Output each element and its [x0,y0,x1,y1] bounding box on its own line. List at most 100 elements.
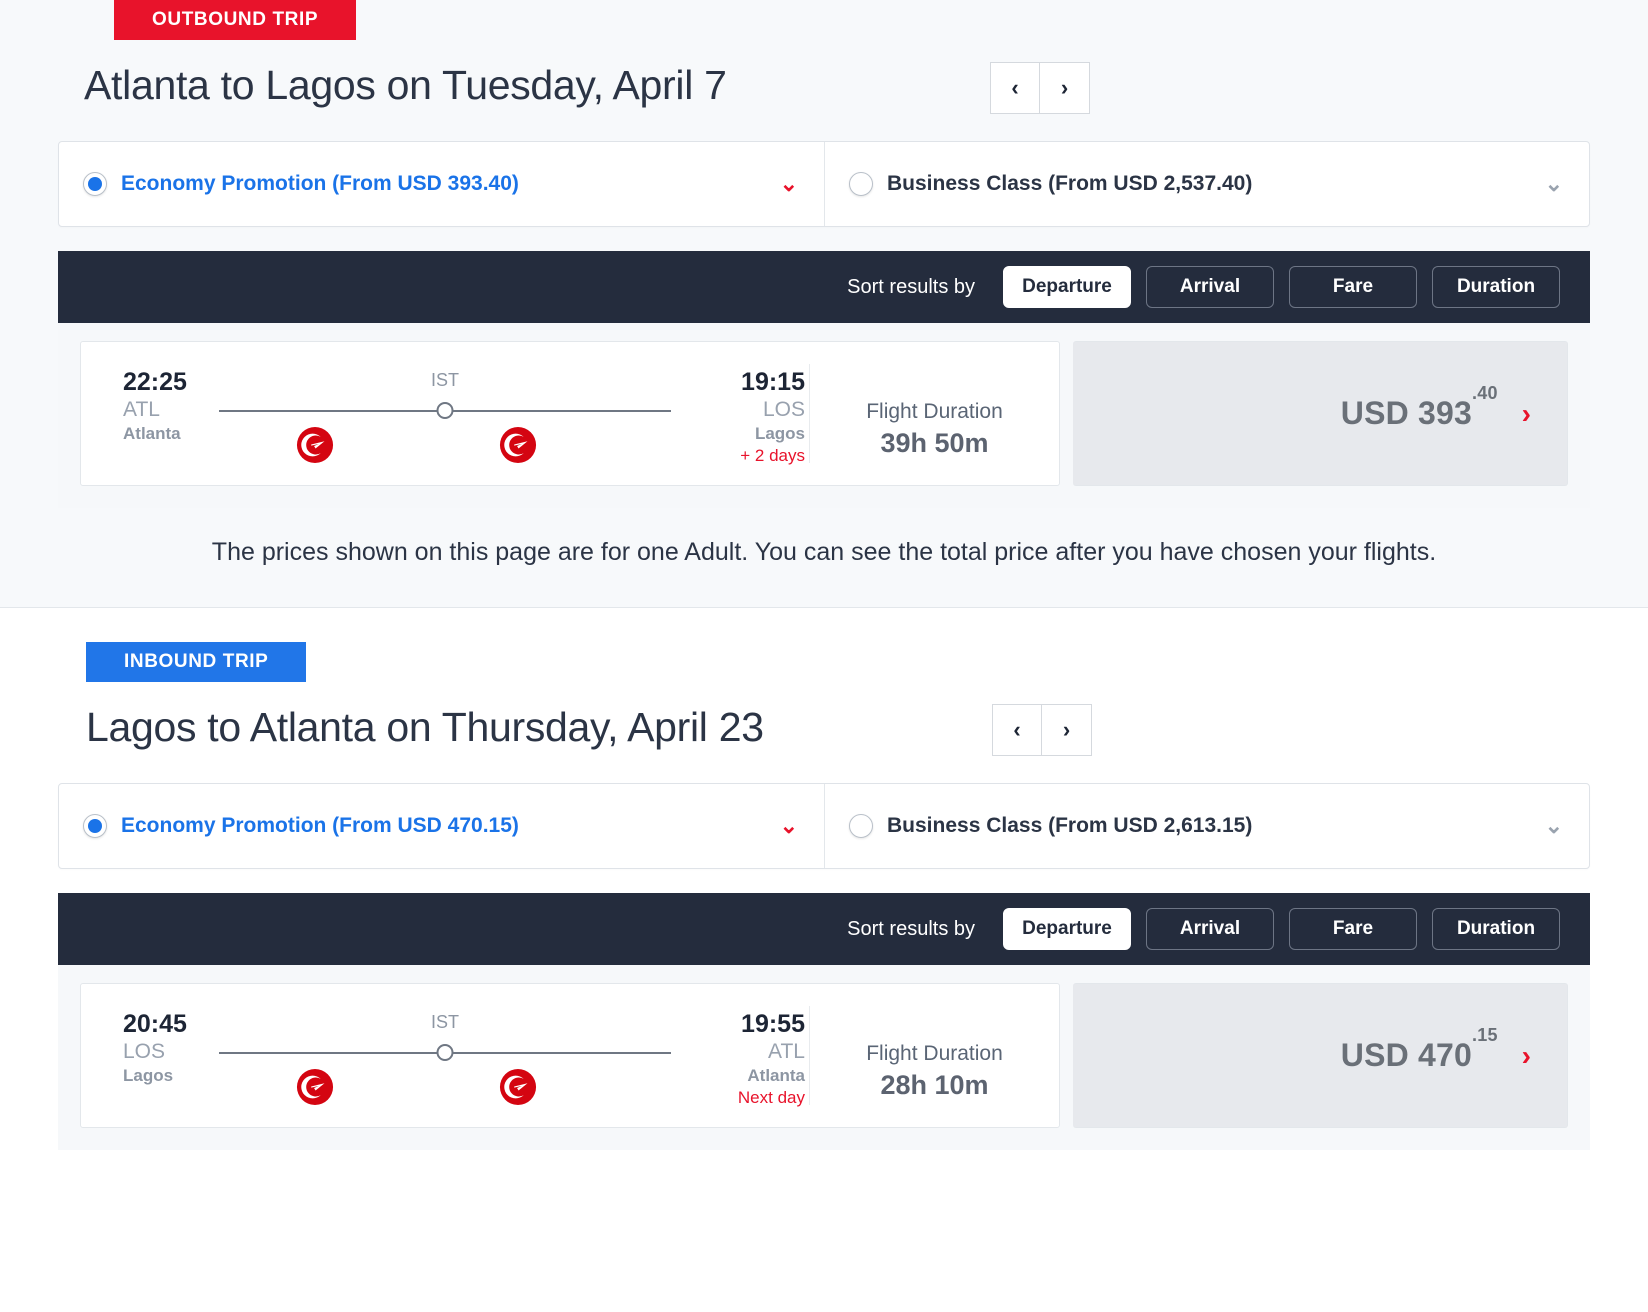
outbound-results-panel: Sort results by Departure Arrival Fare D… [58,251,1590,508]
turkish-airlines-logo-icon [499,1068,537,1106]
inbound-price-cents: .15 [1472,1024,1498,1045]
outbound-price-cents: .40 [1472,382,1498,403]
chevron-right-icon[interactable]: › [1521,397,1531,429]
inbound-cabin-option-business[interactable]: Business Class (From USD 2,613.15) ⌄ [824,784,1589,868]
inbound-sort-departure-button[interactable]: Departure [1003,908,1131,950]
outbound-trip-section: OUTBOUND TRIP Atlanta to Lagos on Tuesda… [0,0,1648,607]
outbound-next-day-button[interactable]: › [1040,62,1089,113]
outbound-departure-city: Atlanta [123,424,181,443]
inbound-business-radio[interactable] [849,814,873,838]
outbound-economy-radio[interactable] [83,172,107,196]
inbound-sort-arrival-button[interactable]: Arrival [1146,908,1274,950]
outbound-duration-value: 39h 50m [880,428,989,459]
outbound-price-currency: USD [1340,395,1409,431]
outbound-flight-card[interactable]: 22:25 ATL Atlanta IST [80,341,1060,486]
inbound-cabin-option-economy[interactable]: Economy Promotion (From USD 470.15) ⌄ [59,784,824,868]
outbound-cabin-option-economy[interactable]: Economy Promotion (From USD 393.40) ⌄ [59,142,824,226]
inbound-price-button[interactable]: USD 470.15 › [1073,983,1568,1128]
route-stop-dot-icon [436,402,454,419]
inbound-route-graphic: IST [219,1006,671,1106]
outbound-badge-wrap: OUTBOUND TRIP [58,0,1590,40]
inbound-trip-badge: INBOUND TRIP [86,642,307,682]
outbound-page-title: Atlanta to Lagos on Tuesday, April 7 [84,62,727,108]
inbound-trip-section: INBOUND TRIP Lagos to Atlanta on Thursda… [0,608,1648,1150]
outbound-price: USD 393.40 [1340,383,1498,432]
inbound-arrival-code: ATL [768,1039,805,1063]
outbound-arrival-time: 19:15 [741,368,805,396]
outbound-departure-block: 22:25 ATL Atlanta [81,364,213,445]
inbound-arrival-day-offset: Next day [737,1088,805,1108]
outbound-arrival-city: Lagos [754,424,805,443]
outbound-duration-block: Flight Duration 39h 50m [809,364,1059,464]
outbound-flight-strip: 22:25 ATL Atlanta IST [58,323,1590,508]
inbound-flight-strip: 20:45 LOS Lagos IST [58,965,1590,1150]
inbound-sort-label: Sort results by [847,917,975,940]
inbound-arrival-time: 19:55 [741,1010,805,1038]
outbound-arrival-code: LOS [762,397,805,421]
outbound-sort-fare-button[interactable]: Fare [1289,266,1417,308]
route-stop-dot-icon [436,1044,454,1061]
turkish-airlines-logo-icon [296,1068,334,1106]
outbound-day-navigator[interactable]: ‹ › [990,61,1090,114]
outbound-sort-label: Sort results by [847,275,975,298]
inbound-next-day-button[interactable]: › [1042,704,1091,755]
inbound-stop-label: IST [430,1012,460,1032]
outbound-sort-bar: Sort results by Departure Arrival Fare D… [58,251,1590,323]
outbound-route-graphic: IST [219,364,671,464]
inbound-arrival-block: 19:55 ATL Atlanta Next day [677,1006,809,1109]
inbound-departure-time: 20:45 [123,1010,187,1038]
chevron-down-icon[interactable]: ⌄ [779,813,798,838]
outbound-departure-code: ATL [123,397,160,421]
inbound-price: USD 470.15 [1340,1025,1498,1074]
inbound-departure-city: Lagos [123,1066,174,1085]
outbound-price-amount: 393 [1418,395,1473,431]
chevron-down-icon[interactable]: ⌄ [1544,171,1563,196]
price-notice-text: The prices shown on this page are for on… [0,508,1648,599]
inbound-previous-day-button[interactable]: ‹ [993,704,1042,755]
outbound-departure-time: 22:25 [123,368,187,396]
inbound-cabin-selector: Economy Promotion (From USD 470.15) ⌄ Bu… [58,783,1590,869]
inbound-sort-fare-button[interactable]: Fare [1289,908,1417,950]
inbound-title-row: Lagos to Atlanta on Thursday, April 23 ‹… [58,682,1590,769]
inbound-business-label: Business Class (From USD 2,613.15) [887,814,1253,837]
chevron-down-icon[interactable]: ⌄ [1544,813,1563,838]
inbound-price-amount: 470 [1418,1037,1473,1073]
outbound-flight-leg: 22:25 ATL Atlanta IST [81,342,1059,485]
turkish-airlines-logo-icon [499,426,537,464]
section-divider [0,607,1648,608]
outbound-duration-label: Flight Duration [866,400,1003,423]
inbound-economy-radio[interactable] [83,814,107,838]
inbound-day-navigator[interactable]: ‹ › [992,703,1092,756]
outbound-sort-departure-button[interactable]: Departure [1003,266,1131,308]
inbound-sort-duration-button[interactable]: Duration [1432,908,1560,950]
chevron-right-icon[interactable]: › [1521,1039,1531,1071]
outbound-business-radio[interactable] [849,172,873,196]
outbound-previous-day-button[interactable]: ‹ [991,62,1040,113]
inbound-price-currency: USD [1340,1037,1409,1073]
outbound-cabin-option-business[interactable]: Business Class (From USD 2,537.40) ⌄ [824,142,1589,226]
outbound-economy-label: Economy Promotion (From USD 393.40) [121,172,519,195]
inbound-arrival-city: Atlanta [747,1066,805,1085]
turkish-airlines-logo-icon [296,426,334,464]
inbound-page-title: Lagos to Atlanta on Thursday, April 23 [86,704,764,750]
outbound-stop-label: IST [430,370,460,390]
outbound-business-label: Business Class (From USD 2,537.40) [887,172,1253,195]
outbound-trip-badge: OUTBOUND TRIP [114,0,357,40]
outbound-arrival-block: 19:15 LOS Lagos + 2 days [677,364,809,467]
inbound-economy-label: Economy Promotion (From USD 470.15) [121,814,519,837]
inbound-duration-label: Flight Duration [866,1042,1003,1065]
inbound-results-panel: Sort results by Departure Arrival Fare D… [58,893,1590,1150]
inbound-departure-code: LOS [123,1039,166,1063]
outbound-sort-duration-button[interactable]: Duration [1432,266,1560,308]
inbound-sort-bar: Sort results by Departure Arrival Fare D… [58,893,1590,965]
inbound-flight-card[interactable]: 20:45 LOS Lagos IST [80,983,1060,1128]
outbound-price-button[interactable]: USD 393.40 › [1073,341,1568,486]
inbound-flight-leg: 20:45 LOS Lagos IST [81,984,1059,1127]
flight-search-results-page: OUTBOUND TRIP Atlanta to Lagos on Tuesda… [0,0,1648,1150]
inbound-badge-wrap: INBOUND TRIP [58,642,1590,682]
outbound-sort-arrival-button[interactable]: Arrival [1146,266,1274,308]
chevron-down-icon[interactable]: ⌄ [779,171,798,196]
outbound-arrival-day-offset: + 2 days [740,446,805,466]
inbound-departure-block: 20:45 LOS Lagos [81,1006,213,1087]
outbound-cabin-selector: Economy Promotion (From USD 393.40) ⌄ Bu… [58,141,1590,227]
